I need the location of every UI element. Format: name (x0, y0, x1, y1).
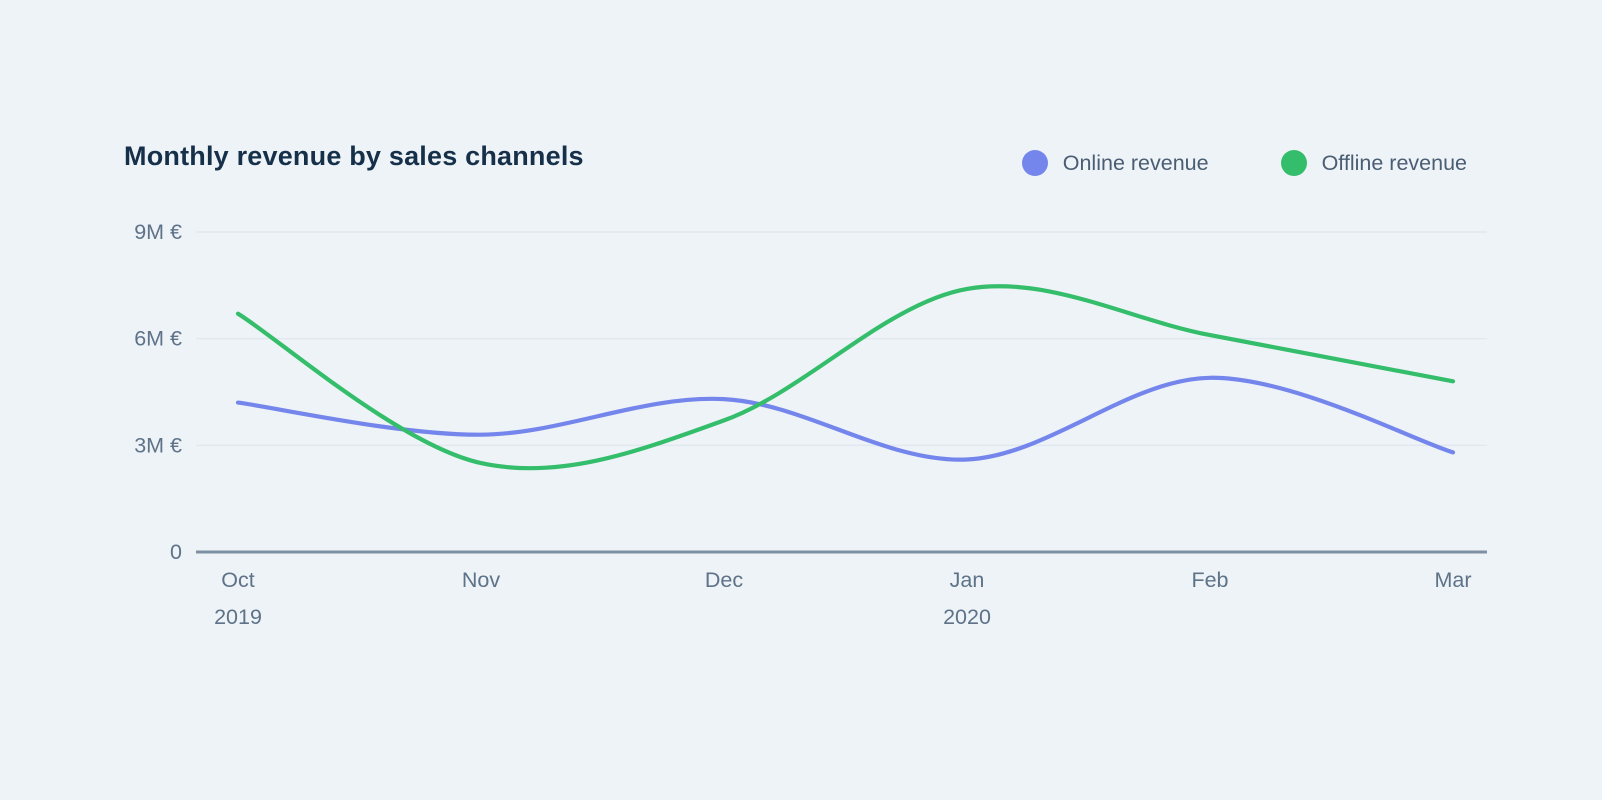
x-year-label: 2020 (943, 605, 991, 629)
online-revenue-dot-icon (1021, 150, 1048, 176)
legend-item-offline-revenue[interactable]: Offline revenue (1280, 150, 1467, 176)
y-tick-label: 0 (170, 540, 182, 564)
x-tick-label: Feb (1191, 568, 1228, 592)
legend-label-online-revenue: Online revenue (1062, 150, 1209, 175)
x-tick-label: Nov (462, 568, 500, 592)
series-line-offline-revenue[interactable] (235, 284, 1456, 471)
legend-label-offline-revenue: Offline revenue (1321, 150, 1467, 175)
y-tick-label: 9M € (134, 220, 182, 244)
legend-item-online-revenue[interactable]: Online revenue (1021, 150, 1209, 176)
y-tick-label: 3M € (134, 433, 182, 457)
y-tick-label: 6M € (134, 327, 182, 351)
series-line-online-revenue[interactable] (235, 375, 1456, 462)
x-tick-label: Mar (1434, 568, 1471, 592)
offline-revenue-dot-icon (1280, 150, 1307, 176)
x-year-label: 2019 (214, 605, 262, 629)
x-tick-label: Oct (221, 568, 254, 592)
legend: Online revenue Offline revenue (0, 150, 1467, 176)
x-tick-label: Dec (705, 568, 743, 592)
chart-title: Monthly revenue by sales channels (124, 141, 584, 171)
x-tick-label: Jan (950, 568, 985, 592)
